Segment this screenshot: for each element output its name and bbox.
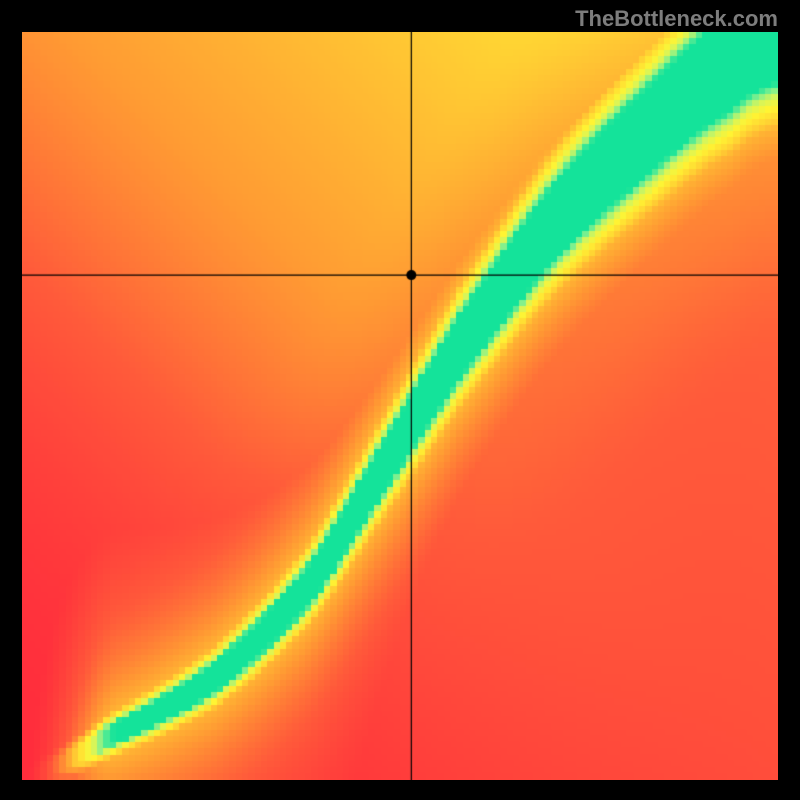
watermark-text: TheBottleneck.com xyxy=(575,6,778,32)
bottleneck-heatmap xyxy=(22,32,778,780)
